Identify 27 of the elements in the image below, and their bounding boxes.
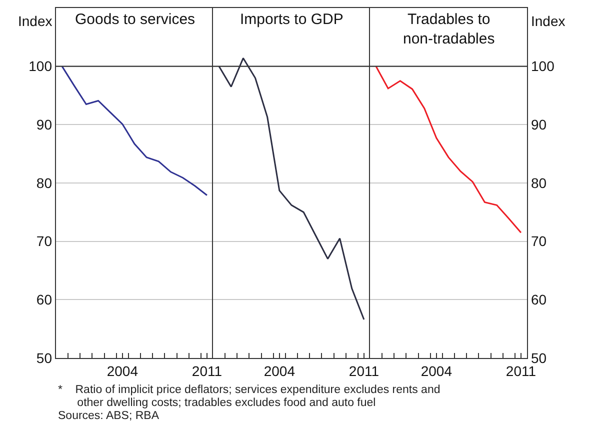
x-tick-label: 2011 <box>506 363 536 379</box>
chart-title: Imports to GDP <box>240 11 344 28</box>
y-tick-label: 90 <box>36 116 52 133</box>
line-series <box>375 66 522 234</box>
y-tick-label: 50 <box>36 350 52 366</box>
y-tick-label: 70 <box>36 233 52 250</box>
x-tick-label: 2004 <box>106 363 138 379</box>
source-note: Sources: ABS; RBA <box>58 410 159 422</box>
text: Tradables to non-tradables <box>403 11 495 48</box>
y-axis-title: Index <box>18 13 52 29</box>
x-tick-label: 2004 <box>420 363 452 379</box>
y-tick-label: 100 <box>28 58 52 74</box>
y-tick-label: 100 <box>531 58 555 74</box>
y-tick-label: 60 <box>36 292 52 308</box>
line-series <box>61 66 208 196</box>
y-tick-label: 90 <box>531 116 547 133</box>
x-tick-label: 2011 <box>348 363 380 379</box>
x-tick-label: 2004 <box>264 363 296 379</box>
x-tick-label: 2011 <box>192 363 222 379</box>
text: * Ratio of implicit price deflators; services expenditure excludes rents and other dwelling costs; tradables excludes food and auto fuel <box>58 384 440 409</box>
y-tick-label: 50 <box>531 350 547 366</box>
y-tick-label: 70 <box>531 233 547 250</box>
y-tick-label: 60 <box>531 292 547 308</box>
y-tick-label: 80 <box>531 174 547 191</box>
chart-title: Goods to services <box>75 11 196 28</box>
y-tick-label: 80 <box>36 174 52 191</box>
y-axis-title: Index <box>531 13 566 29</box>
